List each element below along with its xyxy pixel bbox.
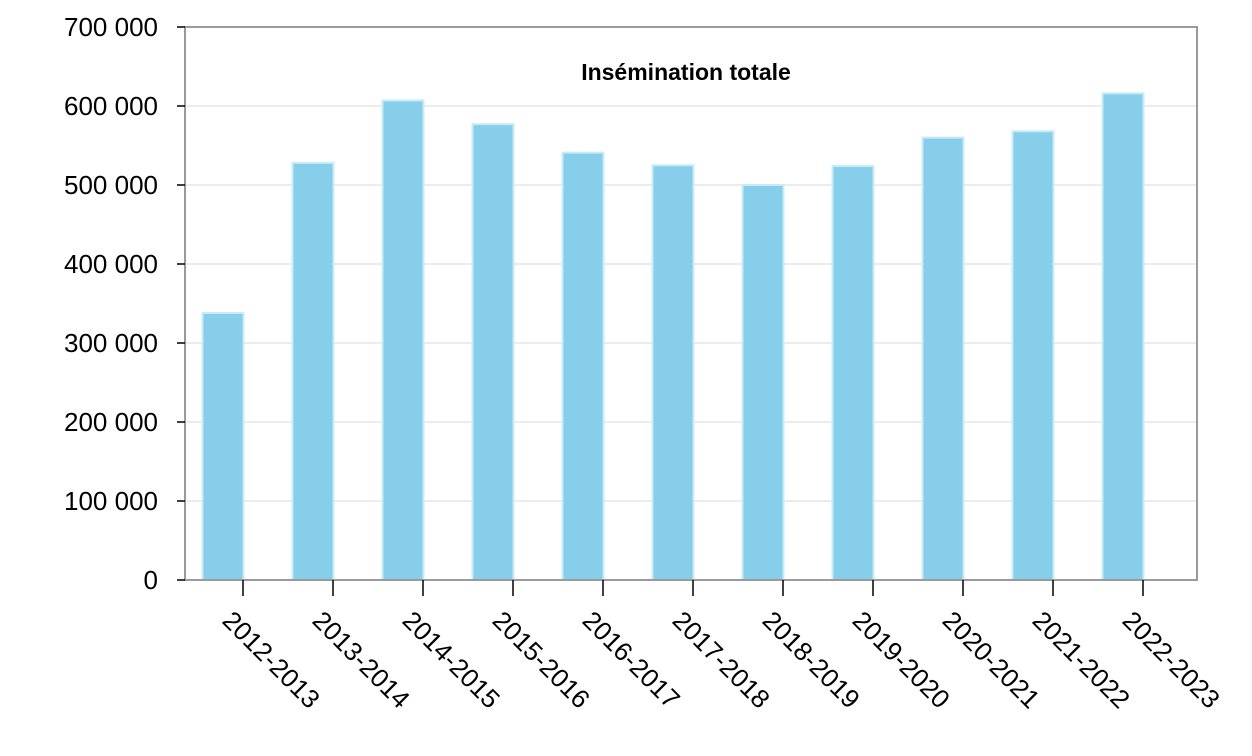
x-tick-label: 2015-2016 [487,605,596,714]
x-tick-label: 2012-2013 [217,605,326,714]
bar [921,136,965,581]
y-tick-label: 200 000 [64,407,158,437]
x-tick-label: 2021-2022 [1027,605,1136,714]
bar [201,311,245,581]
y-tick-label: 400 000 [64,249,158,279]
y-tick-label: 600 000 [64,91,158,121]
bar [831,165,875,581]
plot-frame [184,26,1198,581]
chart-title: Insémination totale [581,59,791,85]
bar [291,161,335,581]
y-tick-label: 100 000 [64,486,158,516]
y-tick-label: 500 000 [64,170,158,200]
x-tick-label: 2014-2015 [397,605,506,714]
y-tick-label: 300 000 [64,328,158,358]
x-tick-label: 2016-2017 [577,605,686,714]
x-tick-label: 2013-2014 [307,605,416,714]
x-tick-label: 2020-2021 [937,605,1046,714]
bar [561,151,605,582]
x-tick-label: 2022-2023 [1117,605,1226,714]
x-tick-label: 2017-2018 [667,605,776,714]
x-tick-label: 2019-2020 [847,605,956,714]
y-axis: 0 100 000 200 000 300 000 400 000 500 000 600 … [64,12,185,595]
bar [1011,130,1055,581]
bar [1101,92,1145,582]
bar [471,123,515,581]
x-tick-label: 2018-2019 [757,605,866,714]
x-axis: 2012-20132013-20142014-20152015-20162016… [217,580,1226,714]
y-tick-label: 700 000 [64,12,158,42]
bar [381,99,425,581]
bars [201,92,1145,582]
y-tick-label: 0 [144,565,158,595]
bar [651,164,695,581]
bar [741,184,785,581]
